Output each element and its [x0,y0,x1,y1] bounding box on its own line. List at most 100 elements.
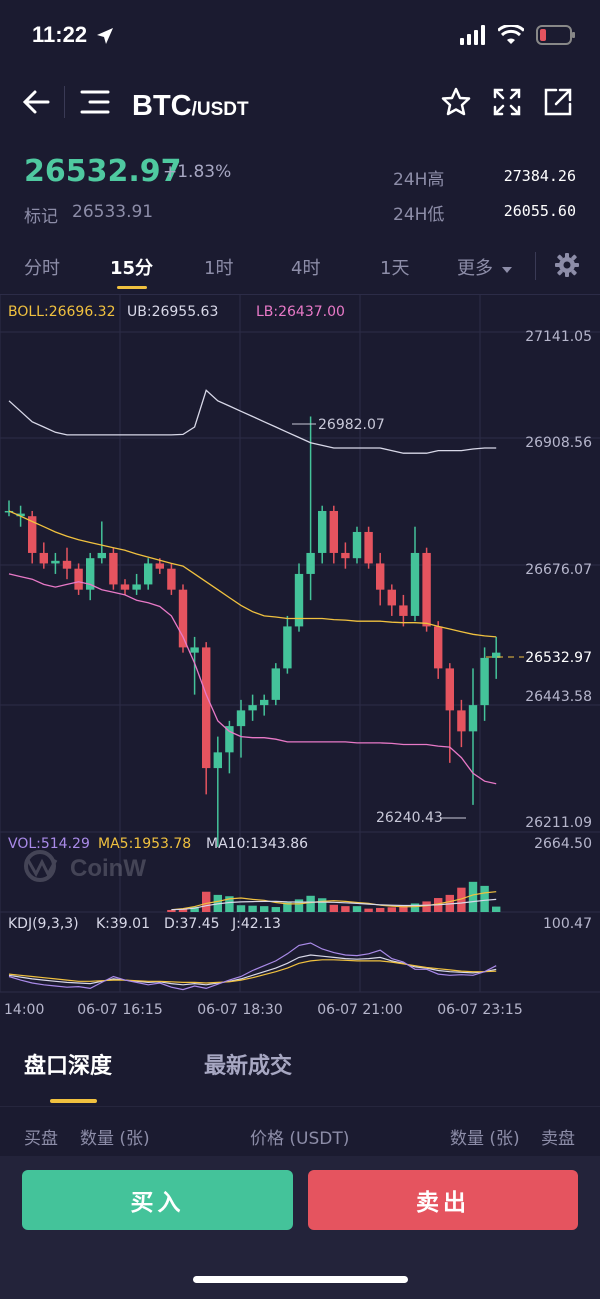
volume-bar [399,905,408,912]
tab-interval-more[interactable]: 更多 [457,254,513,280]
volume-bar [410,903,420,912]
volume-bar [364,908,373,912]
sell-button[interactable]: 卖出 [308,1170,578,1230]
candle [260,699,269,706]
volume-bar [492,906,501,912]
kline-chart[interactable]: CoinW BOLL:26696.32 UB:26955.63 LB:26437… [0,294,600,1024]
candle [318,510,327,553]
candle [144,563,153,585]
pair-title[interactable]: BTC/USDT [132,90,249,123]
candle [480,657,489,706]
tab-interval-1h[interactable]: 1时 [204,258,234,279]
price-change: +1.83% [163,162,232,182]
tab-latest-trades[interactable]: 最新成交 [204,1054,293,1079]
volume-bar [271,907,280,912]
candle [190,647,199,653]
ask-qty-column-header: 数量 (张) [450,1129,520,1149]
tab-depth[interactable]: 盘口深度 [24,1054,113,1079]
status-icons [460,23,576,50]
tab-interval-15m[interactable]: 15分 [110,258,154,279]
status-time: 11:22 [32,22,88,47]
vol-ma10-line [171,898,497,911]
kdj-k-label: K:39.01 [96,916,150,932]
low-24h-value: 26055.60 [503,202,576,220]
candle [352,531,362,559]
gear-icon[interactable] [555,253,579,281]
candle [445,668,454,711]
volume-bar [225,896,234,912]
chart-top-border [0,294,600,295]
volume-bar [329,904,338,912]
buy-button[interactable]: 买入 [22,1170,293,1230]
book-tab-indicator [50,1099,97,1103]
tab-interval-1d[interactable]: 1天 [380,258,410,279]
candle [457,710,466,732]
candle [225,726,234,753]
watermark-text: CoinW [70,855,146,882]
boll-ub-label: UB:26955.63 [127,304,218,320]
volume-bar [457,887,466,912]
volume-bar [306,895,315,912]
volume-bar [480,885,489,912]
candle [434,626,443,669]
kdj-d-line [8,959,497,984]
bid-qty-column-header: 数量 (张) [80,1129,150,1149]
ask-column-header: 卖盘 [541,1129,575,1149]
high-24h-label: 24H高 [393,170,445,190]
candle [306,552,315,574]
candle [468,705,478,732]
candle [492,652,501,658]
volume-bar [248,905,257,912]
tab-interval-4h[interactable]: 4时 [291,258,321,279]
candle [376,563,385,590]
volume-bar [341,906,350,912]
time-axis-label: 06-07 21:00 [317,1002,402,1018]
candle [236,710,246,727]
wifi-icon [496,23,526,49]
kdj-d-label: D:37.45 [164,916,220,932]
kdj-k-line [8,954,497,986]
interval-active-indicator [117,286,147,289]
vol-label: VOL:514.29 [8,836,90,852]
candle [387,589,396,606]
time-axis-label: 06-07 18:30 [197,1002,282,1018]
boll-label: BOLL:26696.32 [8,304,116,320]
interval-more-label: 更多 [457,258,493,279]
boll-upper-line [8,389,497,454]
kdj-j-line [8,942,497,991]
candle [86,558,95,590]
candle [62,560,72,569]
share-icon[interactable] [543,87,573,121]
back-arrow-icon[interactable] [22,88,50,120]
kdj-axis-label: 100.47 [543,916,592,932]
volume-bar [294,899,304,912]
volume-bar [387,907,396,912]
tab-interval-line[interactable]: 分时 [24,258,60,279]
fullscreen-icon[interactable] [492,87,522,121]
candle [97,552,106,559]
pair-base: BTC [132,90,192,122]
candle [341,552,350,559]
boll-lower-line [8,573,497,785]
vol-axis-label: 2664.50 [534,836,592,852]
volume-bar [422,901,431,912]
candle [16,513,25,517]
volume-bar [260,906,269,912]
candle [248,705,257,711]
menu-icon[interactable] [80,88,110,120]
mark-price-value: 26533.91 [72,202,154,222]
bid-column-header: 买盘 [24,1129,58,1149]
volume-bar [468,881,478,912]
location-arrow-icon [95,26,115,50]
last-price-line: 26532.97 [486,650,592,666]
kdj-label: KDJ(9,3,3) [8,916,79,932]
candle [74,568,83,590]
last-price-tag: 26532.97 [525,650,592,666]
star-icon[interactable] [440,86,472,122]
book-separator [0,1106,600,1107]
tabs-divider [535,252,536,280]
time-axis-label: 14:00 [4,1002,44,1018]
volume-bar [236,905,246,912]
candle [294,573,304,627]
candle [283,626,292,669]
